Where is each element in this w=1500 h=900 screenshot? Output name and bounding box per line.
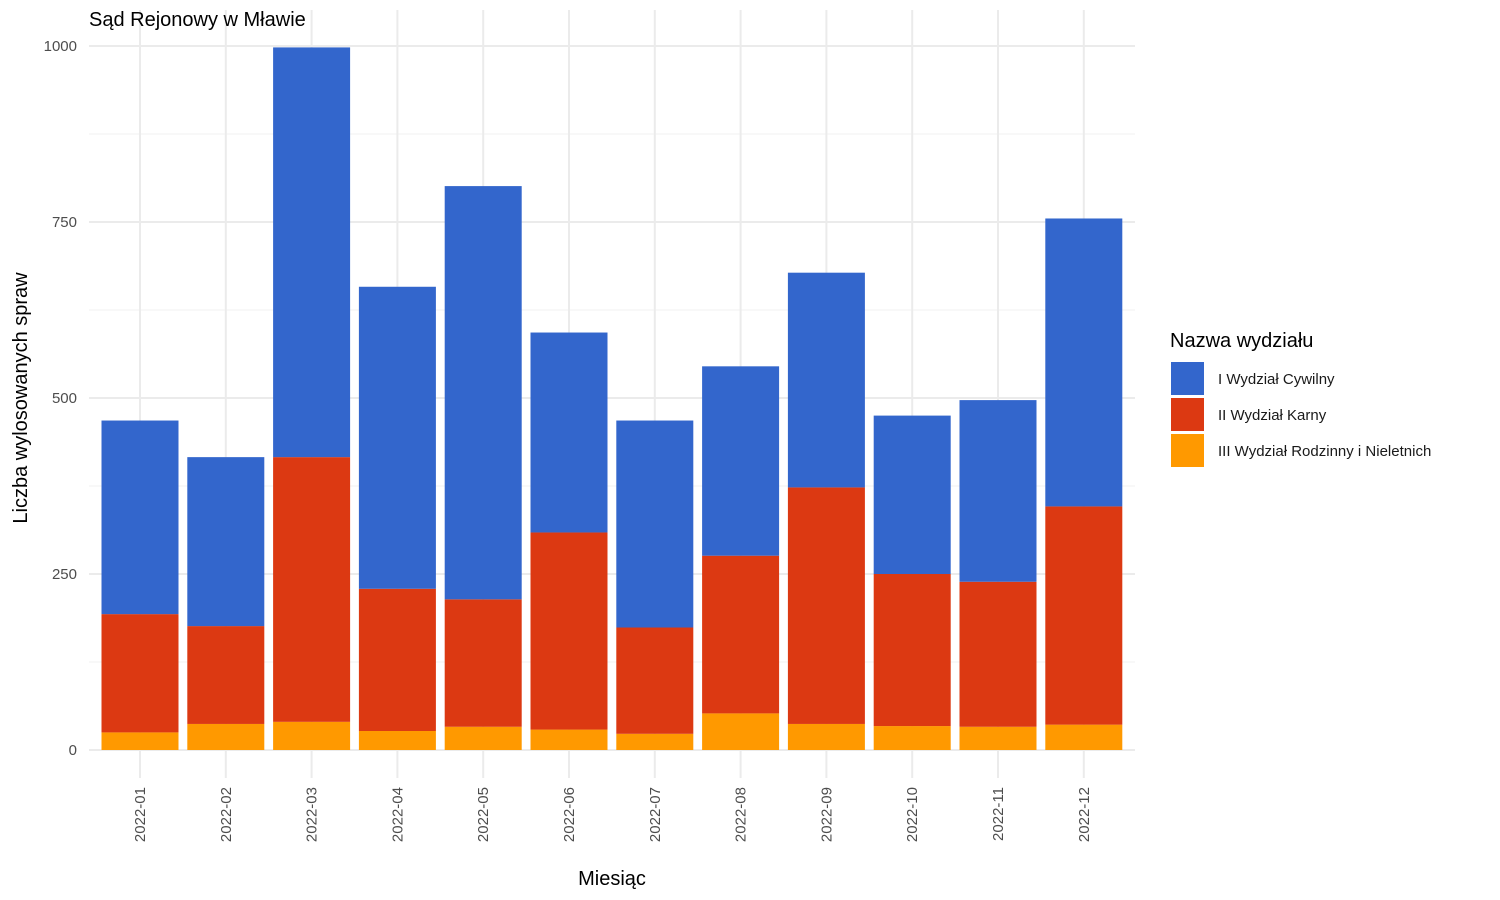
bar-segment (873, 415, 951, 574)
legend-title: Nazwa wydziału (1170, 330, 1313, 352)
bar-segment (959, 726, 1037, 750)
x-tick-label: 2022-12 (1076, 787, 1093, 842)
bar-segment (787, 487, 865, 724)
legend: Nazwa wydziału I Wydział Cywilny II Wydzi… (1170, 330, 1431, 467)
y-axis-title: Liczba wylosowanych spraw (10, 272, 32, 524)
bar-segment (1045, 218, 1123, 507)
bar-segment (101, 732, 179, 750)
bar-segment (787, 272, 865, 488)
x-tick-label: 2022-05 (475, 787, 492, 842)
x-tick-label: 2022-11 (990, 787, 1007, 841)
y-tick-label: 250 (52, 566, 77, 583)
bar-segment (959, 400, 1037, 582)
bar-segment (358, 730, 436, 750)
bar-segment (444, 186, 522, 600)
bars-layer (101, 47, 1123, 750)
x-tick-label: 2022-01 (132, 787, 149, 842)
bar-segment (358, 588, 436, 731)
bar-segment (273, 457, 351, 722)
x-axis-title: Miesiąc (578, 868, 646, 890)
bar-segment (530, 332, 608, 533)
x-tick-label: 2022-07 (647, 787, 664, 842)
x-tick-label: 2022-04 (389, 787, 406, 842)
x-tick-label: 2022-02 (218, 787, 235, 842)
x-axis-ticks: 2022-01 2022-02 2022-03 2022-04 2022-05 2022-… (132, 787, 1093, 842)
bar-segment (444, 726, 522, 750)
x-tick-label: 2022-10 (904, 787, 921, 842)
y-tick-label: 0 (69, 742, 77, 759)
bar-segment (273, 47, 351, 458)
bar-segment (530, 729, 608, 750)
bar-segment (873, 726, 951, 750)
bar-segment (787, 723, 865, 750)
bar-segment (1045, 724, 1123, 750)
bar-segment (702, 366, 780, 556)
y-tick-label: 1000 (44, 38, 77, 55)
bar-segment (444, 599, 522, 727)
bar-segment (101, 420, 179, 615)
legend-label: III Wydział Rodzinny i Nieletnich (1218, 443, 1431, 460)
x-tick-label: 2022-09 (818, 787, 835, 842)
bar-segment (616, 733, 694, 750)
x-tick-label: 2022-08 (733, 787, 750, 842)
legend-swatch (1171, 398, 1204, 431)
chart-title: Sąd Rejonowy w Mławie (89, 9, 306, 31)
bar-segment (273, 721, 351, 750)
y-tick-label: 500 (52, 390, 77, 407)
bar-segment (187, 457, 265, 627)
x-tick-label: 2022-03 (304, 787, 321, 842)
legend-swatch (1171, 362, 1204, 395)
y-axis-ticks: 0 250 500 750 1000 (44, 38, 77, 759)
y-tick-label: 750 (52, 214, 77, 231)
bar-segment (1045, 506, 1123, 725)
bar-segment (187, 626, 265, 724)
bar-segment (187, 723, 265, 750)
bar-segment (358, 286, 436, 589)
bar-segment (616, 420, 694, 628)
bar-segment (873, 574, 951, 727)
x-tick-label: 2022-06 (561, 787, 578, 842)
bar-segment (616, 627, 694, 734)
legend-label: I Wydział Cywilny (1218, 371, 1335, 388)
bar-segment (702, 555, 780, 714)
legend-swatch (1171, 434, 1204, 467)
bar-segment (702, 713, 780, 750)
bar-segment (101, 614, 179, 733)
bar-segment (959, 581, 1037, 727)
bar-segment (530, 532, 608, 730)
legend-label: II Wydział Karny (1218, 407, 1327, 424)
